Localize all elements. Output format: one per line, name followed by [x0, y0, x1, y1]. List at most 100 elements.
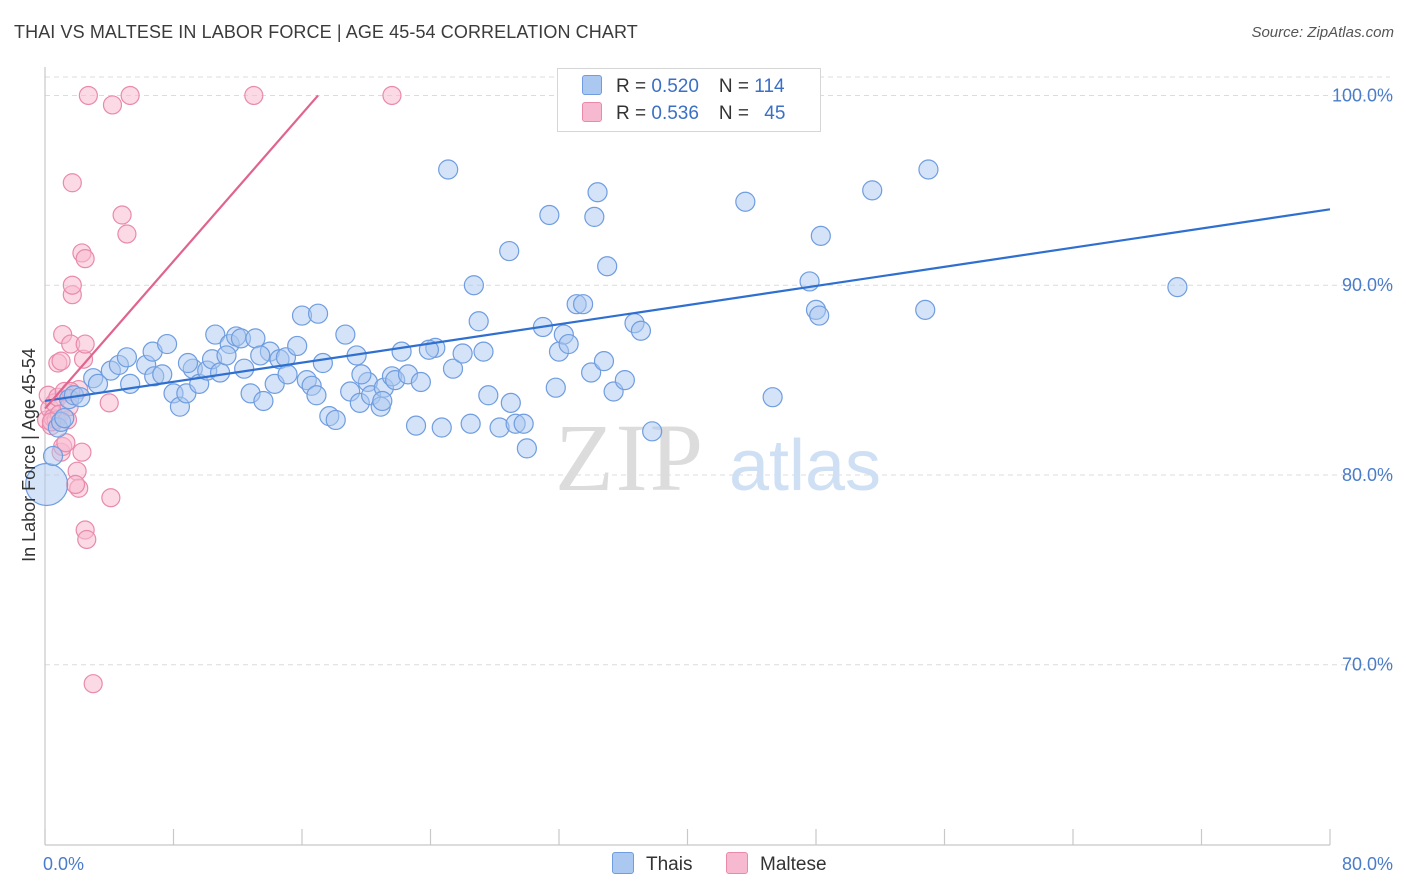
stats-legend: R = 0.520 N = 114 R = 0.536 N = 45: [557, 68, 821, 132]
maltese-point: [62, 173, 82, 193]
thais-point: [325, 409, 346, 431]
y-tick-label: 90.0%: [1342, 275, 1393, 295]
maltese-point: [75, 249, 95, 269]
maltese-point: [78, 85, 98, 106]
bottom-legend-thais: Thais: [612, 852, 692, 876]
maltese-point: [112, 205, 132, 225]
thais-point: [120, 373, 141, 394]
thais-point: [593, 351, 615, 372]
thais-point: [516, 438, 537, 459]
thais-point: [335, 324, 356, 345]
thais-point: [915, 299, 936, 320]
thais-point: [431, 417, 452, 438]
thais-point: [810, 225, 831, 246]
legend-row-maltese: R = 0.536 N = 45: [582, 102, 785, 126]
thais-point: [468, 311, 489, 332]
thais-point: [614, 369, 635, 391]
thais-point: [597, 256, 618, 277]
x-tick-label: 0.0%: [43, 854, 84, 874]
thais-point: [250, 345, 271, 366]
maltese-r-label: R =: [616, 103, 652, 124]
thais-point: [405, 415, 427, 436]
thais-point: [234, 358, 255, 379]
bottom-thais-label: Thais: [646, 854, 693, 875]
thais-point: [735, 191, 756, 212]
maltese-point: [77, 529, 97, 550]
maltese-point: [56, 433, 76, 453]
maltese-point: [83, 674, 103, 694]
thais-point: [918, 159, 939, 180]
maltese-n-label: N =: [718, 103, 755, 124]
thais-point: [253, 390, 274, 412]
thais-point: [116, 347, 138, 368]
thais-point: [307, 303, 329, 324]
thais-point: [584, 206, 605, 228]
thais-point: [152, 364, 173, 385]
grid-lines: [45, 76, 1390, 666]
thais-point: [216, 345, 237, 366]
thais-point: [156, 333, 178, 355]
maltese-n-value: 45: [764, 103, 786, 124]
thais-point: [545, 377, 566, 398]
bottom-legend-maltese: Maltese: [726, 852, 827, 876]
thais-point: [42, 445, 64, 467]
thais-point: [463, 275, 484, 296]
source-label: Source: ZipAtlas.com: [1251, 24, 1394, 41]
thais-point: [205, 324, 226, 345]
bottom-maltese-label: Maltese: [760, 854, 827, 875]
thais-point: [287, 335, 308, 357]
thais-point: [306, 385, 327, 406]
maltese-point: [117, 224, 137, 244]
thais-point: [391, 341, 412, 362]
maltese-point: [72, 442, 92, 462]
bottom-thais-swatch: [612, 852, 634, 874]
bottom-maltese-swatch: [726, 852, 748, 874]
thais-point: [630, 320, 652, 341]
legend-row-thais: R = 0.520 N = 114: [582, 75, 785, 99]
maltese-point: [102, 95, 123, 115]
maltese-r-value: 0.536: [651, 103, 699, 124]
thais-point: [558, 333, 579, 355]
thais-n-label: N =: [718, 76, 755, 97]
watermark-zip: ZIP: [555, 404, 705, 511]
thais-point: [513, 413, 534, 434]
maltese-point: [75, 334, 95, 354]
thais-point: [177, 352, 199, 374]
maltese-point: [99, 393, 119, 413]
y-axis-label: In Labor Force | Age 45-54: [19, 348, 39, 562]
thais-point: [587, 182, 608, 203]
thais-point: [372, 390, 393, 412]
thais-point: [862, 180, 883, 201]
thais-point: [500, 392, 521, 413]
thais-point: [572, 294, 594, 315]
maltese-swatch: [582, 102, 602, 122]
thais-point: [351, 364, 372, 385]
thais-point: [410, 371, 431, 393]
maltese-trend-line: [44, 94, 319, 410]
thais-point: [452, 343, 473, 364]
thais-point: [209, 362, 231, 383]
tick-labels: 70.0% 80.0% 90.0% 100.0% 0.0% 80.0%: [43, 85, 1393, 874]
thais-point: [478, 385, 499, 406]
y-tick-label: 80.0%: [1342, 465, 1393, 485]
thais-point: [581, 362, 602, 383]
thais-point: [809, 305, 830, 326]
thais-point: [539, 204, 560, 226]
thais-swatch: [582, 75, 602, 95]
thais-n-value: 114: [754, 76, 785, 97]
thais-point: [642, 421, 663, 442]
chart-title: THAI VS MALTESE IN LABOR FORCE | AGE 45-…: [14, 22, 638, 42]
thais-r-value: 0.520: [651, 76, 699, 97]
thais-r-label: R =: [616, 76, 652, 97]
thais-point: [762, 387, 783, 408]
y-tick-label: 70.0%: [1342, 655, 1393, 675]
thais-points: [25, 85, 1188, 507]
maltese-point: [382, 85, 402, 106]
thais-point: [1167, 277, 1188, 298]
thais-point: [312, 352, 333, 374]
thais-point: [438, 159, 459, 180]
thais-point: [473, 341, 494, 362]
maltese-point: [244, 85, 264, 106]
maltese-point: [62, 275, 82, 295]
